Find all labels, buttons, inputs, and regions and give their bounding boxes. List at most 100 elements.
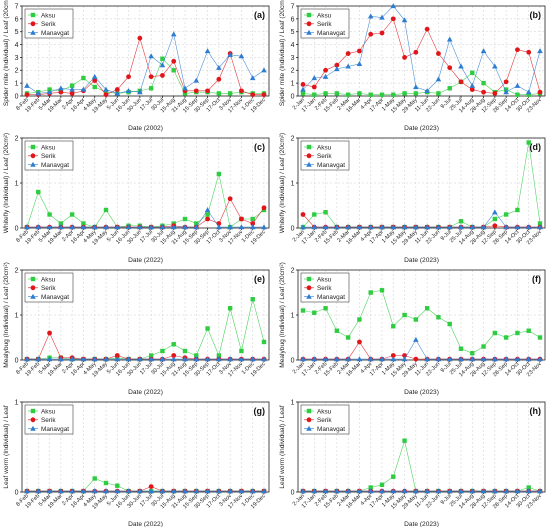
series-line-manavgat [303,339,540,360]
data-point-manavgat [334,356,340,362]
legend-label-serik: Serik [317,153,332,160]
data-point-manavgat [249,75,256,81]
data-point-manavgat [91,356,98,362]
data-point-aksu [447,321,452,327]
data-point-manavgat [182,356,188,362]
data-point-aksu [357,317,362,322]
data-point-serik [114,353,120,358]
data-point-aksu [300,91,306,96]
data-point-manavgat [35,356,42,362]
panel-label: (d) [530,142,542,152]
panel-label: (g) [254,406,266,416]
data-point-manavgat [480,224,487,230]
data-point-aksu [515,330,520,336]
data-point-manavgat [514,488,521,494]
data-point-serik [390,16,396,22]
data-point-serik [216,221,222,226]
data-point-manavgat [300,488,306,494]
data-point-aksu [92,84,97,90]
legend-marker-manavgat [30,293,36,299]
data-point-manavgat [492,356,498,362]
data-point-manavgat [125,488,132,494]
data-point-manavgat [379,14,385,20]
series-line-manavgat [26,33,265,94]
data-point-aksu [205,212,210,217]
data-point-aksu [160,56,165,61]
data-point-manavgat [216,224,222,230]
y-tick-label: 2 [15,267,19,274]
legend-marker-manavgat [306,29,312,35]
y-tick-label: 1 [291,312,295,319]
data-point-aksu [470,351,475,356]
legend-marker-manavgat [30,29,36,35]
y-tick-label: 4 [15,42,19,49]
data-point-manavgat [238,488,245,494]
y-tick-label: 0 [291,93,295,100]
data-point-manavgat [24,356,30,362]
legend: Aksu Serik Manavgat [300,8,350,39]
data-point-serik [537,89,543,95]
data-point-manavgat [525,89,532,95]
data-point-aksu [194,353,199,358]
data-point-manavgat [249,488,256,494]
data-point-serik [24,92,30,98]
data-point-manavgat [345,63,351,69]
data-point-serik [368,31,374,37]
data-point-manavgat [261,224,267,230]
data-point-aksu [368,485,373,490]
data-point-manavgat [227,224,233,230]
y-axis-title: Whitefly (Individual) / Leaf (20cm²) [3,133,10,233]
panel-label: (f) [532,274,541,284]
data-point-manavgat [261,356,267,362]
data-point-manavgat [390,224,397,230]
plot-frame [297,5,546,97]
data-point-aksu [526,328,531,333]
legend-label-manavgat: Manavgat [317,30,345,37]
data-point-manavgat [35,90,42,96]
panel-d: 0122-Jan17-Jan2-Feb15-Feb2-Mar16-Mar4-Ap… [279,133,546,264]
data-point-manavgat [413,336,419,342]
data-point-manavgat [311,224,318,230]
legend-marker-serik [306,417,312,423]
data-point-manavgat [401,488,408,494]
data-point-aksu [345,92,351,97]
data-point-manavgat [435,488,442,494]
legend: Aksu Serik Manavgat [300,404,350,435]
data-point-aksu [205,326,210,331]
y-tick-label: 3 [15,55,19,62]
data-point-aksu [436,91,441,96]
data-point-manavgat [159,62,166,68]
data-point-manavgat [480,48,487,54]
data-point-serik [148,74,154,80]
data-point-aksu [103,89,109,95]
legend-label-aksu: Aksu [41,144,56,151]
data-point-manavgat [435,356,442,362]
data-point-manavgat [137,89,143,95]
data-point-aksu [334,328,340,333]
data-point-aksu [413,91,419,96]
data-point-aksu [69,212,75,217]
data-point-aksu [402,312,407,318]
data-point-aksu [402,438,407,443]
data-point-aksu [470,70,475,76]
legend-marker-aksu [30,12,36,18]
data-point-manavgat [80,86,87,92]
y-tick-label: 0 [15,489,19,496]
data-point-manavgat [204,356,211,362]
data-point-serik [311,84,317,90]
data-point-manavgat [334,224,340,230]
data-point-manavgat [458,356,464,362]
data-point-manavgat [525,488,532,494]
data-point-manavgat [58,224,64,230]
series-line-serik [303,341,540,360]
legend-marker-serik [30,21,36,27]
series-line-manavgat [27,209,264,228]
data-point-manavgat [204,488,211,494]
data-point-serik [171,353,177,358]
series-line-aksu [302,72,541,96]
data-point-aksu [69,83,75,88]
data-point-aksu [368,290,373,295]
panel-h: 012-Jan17-Jan2-Feb15-Feb2-Mar16-Mar4-Apr… [279,399,546,527]
data-point-manavgat [503,488,509,494]
y-tick-label: 7 [15,3,19,10]
